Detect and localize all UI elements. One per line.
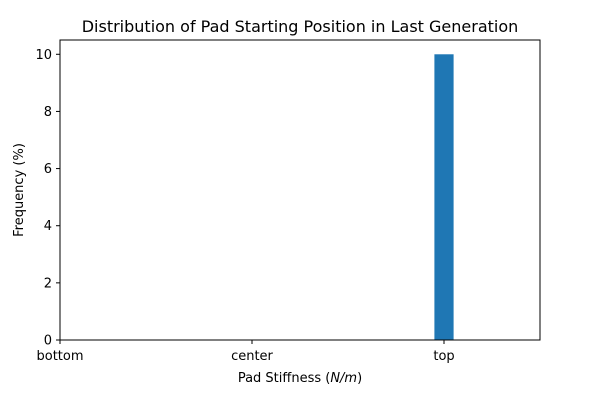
x-axis-label-unit: N/m — [330, 371, 357, 386]
y-tick-label: 4 — [44, 219, 52, 234]
x-tick-label-bottom: bottom — [36, 349, 83, 364]
x-tick-label-center: center — [231, 349, 273, 364]
bars — [434, 54, 454, 341]
y-tick-label: 0 — [44, 334, 52, 349]
x-tick-label-top: top — [433, 349, 454, 364]
x-axis-label: Pad Stiffness (N/m) — [238, 371, 362, 386]
x-axis-ticks: bottom center top — [36, 340, 455, 364]
y-tick-label: 2 — [44, 276, 52, 291]
y-axis-label: Frequency (%) — [12, 143, 27, 237]
y-axis-ticks: 0 2 4 6 8 10 — [35, 48, 60, 349]
x-axis-label-close: ) — [357, 371, 362, 386]
y-tick-label: 8 — [44, 105, 52, 120]
x-axis-label-text: Pad Stiffness ( — [238, 371, 331, 386]
axes-frame — [59, 39, 541, 341]
y-tick-label: 10 — [35, 48, 52, 63]
bar-top — [434, 54, 454, 341]
chart-title: Distribution of Pad Starting Position in… — [82, 17, 519, 36]
plot-area: 0 2 4 6 8 10 bottom center top — [35, 39, 541, 364]
y-tick-label: 6 — [44, 162, 52, 177]
